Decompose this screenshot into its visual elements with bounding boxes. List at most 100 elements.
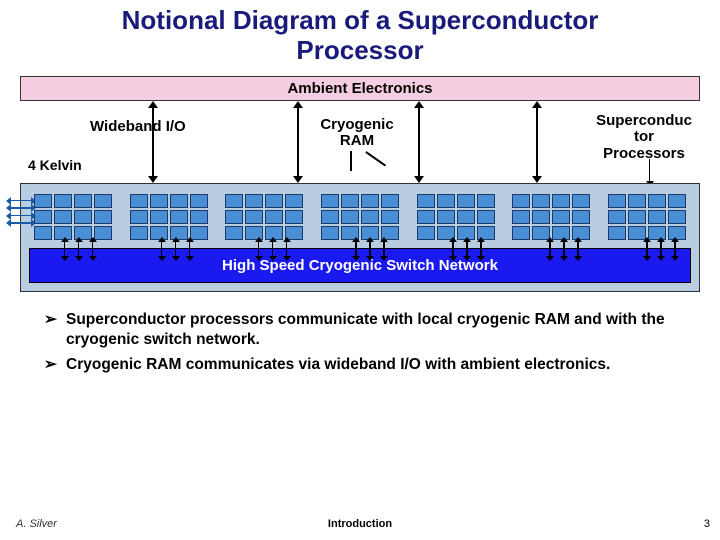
chip-cell [648,210,666,224]
chip-switch-arrow [189,242,191,256]
chip-cell [170,194,188,208]
h-io-arrow [11,222,31,224]
chip-cell [245,210,263,224]
chip-cell [381,210,399,224]
chip-cell [608,210,626,224]
title-line2: Processor [296,35,423,65]
chip-grid [512,194,590,240]
processor-chip [316,194,404,240]
chip-grid [34,194,112,240]
chip-cell [477,194,495,208]
chip-cell [512,194,530,208]
chip-cell [512,226,530,240]
chip-switch-arrow [660,242,662,256]
bullet-item: Cryogenic RAM communicates via wideband … [44,355,680,375]
processor-chip [508,194,596,240]
chip-cell [245,194,263,208]
chip-switch-arrow [286,242,288,256]
chip-grid [130,194,208,240]
page-title: Notional Diagram of a Superconductor Pro… [0,0,720,76]
bullet-item: Superconductor processors communicate wi… [44,310,680,351]
chip-switch-arrow [466,242,468,256]
footer-page: 3 [704,518,710,530]
wideband-label: Wideband I/O [90,119,186,136]
chip-cell [225,226,243,240]
processor-chip [125,194,213,240]
chip-cell [150,194,168,208]
footer-author: A. Silver [16,518,57,530]
h-io-arrow [11,215,31,217]
chip-cell [321,194,339,208]
chip-cell [572,194,590,208]
sc-proc-text3: Processors [603,145,685,162]
processor-chip [220,194,308,240]
chip-cell [552,194,570,208]
chip-cell [532,194,550,208]
sc-processors-label: Superconduc tor Processors [590,113,698,163]
chip-cell [608,194,626,208]
chip-cell [437,194,455,208]
chip-cell [361,194,379,208]
chip-switch-arrow [175,242,177,256]
chip-switch-arrow [383,242,385,256]
cryo-callout-line [366,151,387,166]
chip-cell [668,210,686,224]
chip-grid [321,194,399,240]
chip-cell [628,210,646,224]
chip-cell [341,210,359,224]
chip-cell [477,210,495,224]
chip-grid [608,194,686,240]
mid-labels-row: Wideband I/O Cryogenic RAM Superconduc t… [20,101,700,183]
chip-switch-arrow [577,242,579,256]
chip-switch-arrow [452,242,454,256]
chip-cell [34,210,52,224]
chip-cell [321,210,339,224]
chip-cell [668,194,686,208]
processor-chip [412,194,500,240]
chip-switch-arrow [355,242,357,256]
chip-switch-arrow [272,242,274,256]
chip-switch-arrow [563,242,565,256]
processor-chip [603,194,691,240]
chip-cell [94,210,112,224]
chip-cell [74,194,92,208]
chip-switch-arrow [92,242,94,256]
chip-cell [512,210,530,224]
title-line1: Notional Diagram of a Superconductor [122,5,599,35]
chip-switch-arrow [369,242,371,256]
chip-cell [341,194,359,208]
chip-switch-arrow [64,242,66,256]
chip-cell [130,210,148,224]
chip-cell [648,194,666,208]
chip-grid [417,194,495,240]
chip-cell [94,194,112,208]
chip-grid [225,194,303,240]
sc-proc-text1: Superconduc [596,112,692,129]
chip-switch-arrow [480,242,482,256]
chip-cell [285,210,303,224]
chip-switch-arrow [78,242,80,256]
chip-cell [381,194,399,208]
chip-cell [225,194,243,208]
chip-switch-arrow [674,242,676,256]
chip-cell [265,194,283,208]
footer-section: Introduction [328,518,392,530]
chip-cell [190,210,208,224]
chip-cell [34,226,52,240]
chip-switch-arrow [549,242,551,256]
cryo-ram-text1: Cryogenic [320,116,393,133]
chip-cell [190,194,208,208]
chip-cell [265,210,283,224]
wideband-text: Wideband I/O [90,118,186,135]
kelvin-label: 4 Kelvin [28,157,82,173]
chip-cell [150,210,168,224]
chip-switch-arrow [258,242,260,256]
chip-cell [170,210,188,224]
h-io-arrow [11,200,31,202]
processor-chip [29,194,117,240]
chip-cell [361,210,379,224]
chip-cell [54,210,72,224]
chip-cell [285,194,303,208]
chip-cell [572,210,590,224]
chip-cell [54,194,72,208]
